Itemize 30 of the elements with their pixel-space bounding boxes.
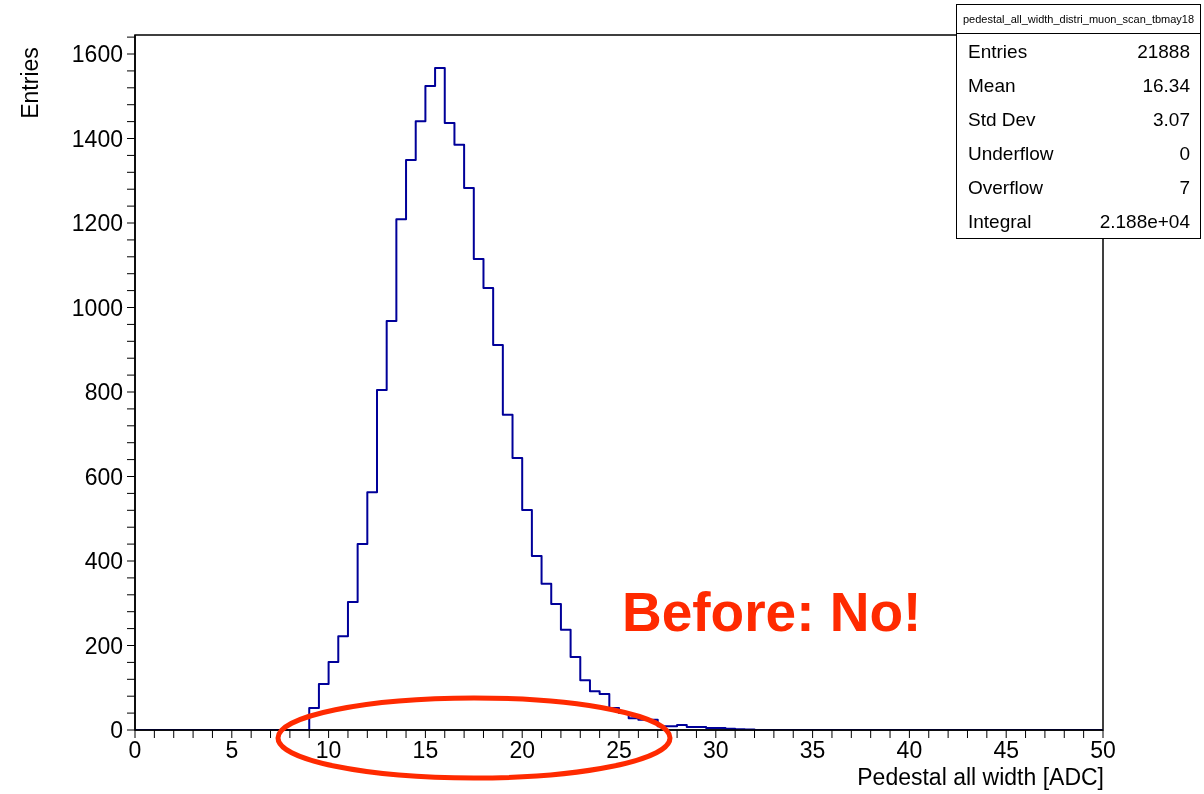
text: Integral 2.188e+04 xyxy=(968,211,1190,232)
y-tick-label: 1600 xyxy=(71,41,123,68)
text: Underflow 0 xyxy=(968,143,1190,164)
x-tick-label: 20 xyxy=(509,737,535,764)
x-tick-label: 0 xyxy=(128,737,142,764)
y-axis-title: Entries xyxy=(16,47,44,119)
x-tick-label: 40 xyxy=(896,737,923,764)
x-tick-label: 50 xyxy=(1090,737,1116,764)
x-tick-label: 10 xyxy=(315,737,342,764)
x-tick-label: 35 xyxy=(799,737,826,764)
x-tick-label: 5 xyxy=(225,737,239,764)
x-tick-label: 15 xyxy=(412,737,439,764)
y-tick-label: 600 xyxy=(84,463,123,490)
text: Mean 16.34 xyxy=(968,75,1190,96)
y-tick-label: 200 xyxy=(84,632,123,659)
annotation: Before: No! xyxy=(622,580,922,644)
text: Overflow 7 xyxy=(968,177,1190,198)
text: Entries 21888 xyxy=(968,41,1190,62)
chart-title: pedestal_all_width_distri_muon_scan_tbmay18 xyxy=(957,5,1200,34)
x-tick-label: 45 xyxy=(993,737,1019,764)
x-tick-label: 30 xyxy=(703,737,729,764)
x-axis-title: Pedestal all width [ADC] xyxy=(857,764,1104,791)
text: Std Dev 3.07 xyxy=(968,109,1190,130)
y-tick-label: 1200 xyxy=(71,210,123,237)
y-tick-label: 1400 xyxy=(71,125,123,152)
y-tick-label: 400 xyxy=(84,548,123,575)
y-tick-label: 0 xyxy=(110,717,123,744)
y-tick-label: 800 xyxy=(84,379,123,406)
y-tick-label: 1000 xyxy=(71,294,123,321)
x-tick-label: 25 xyxy=(606,737,632,764)
